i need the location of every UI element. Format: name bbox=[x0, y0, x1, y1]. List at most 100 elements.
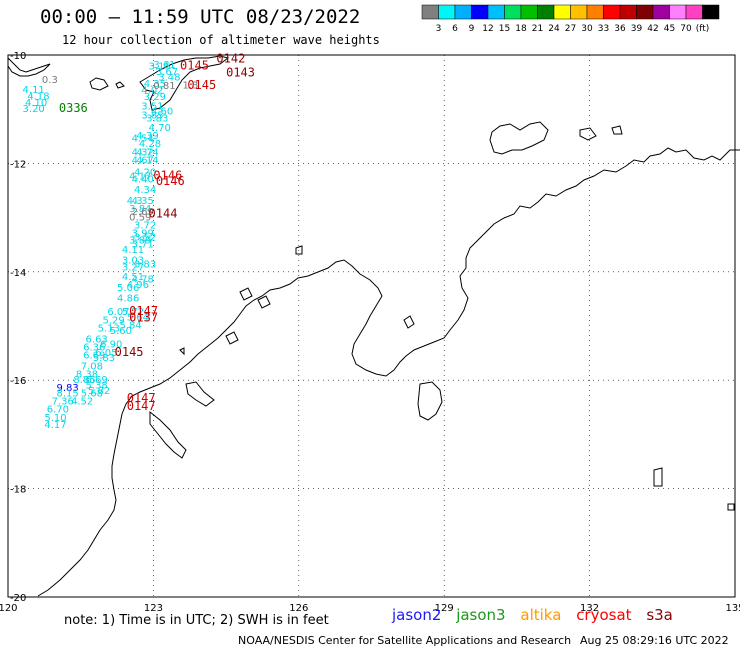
scale-label: 18 bbox=[515, 24, 527, 34]
lat-label: -12 bbox=[10, 159, 26, 170]
wave-height-value: 3.67 bbox=[156, 67, 178, 78]
wave-height-value: 3.83 bbox=[134, 259, 156, 270]
scale-swatch bbox=[438, 4, 456, 20]
scale-swatch bbox=[603, 4, 621, 20]
wave-height-value: 5.83 bbox=[93, 353, 115, 364]
pass-time-label: 0146 bbox=[156, 174, 185, 188]
satellite-pass-labels: 0142014501430145033601460146014401470137… bbox=[59, 52, 255, 413]
wave-height-value: 6.69 bbox=[86, 375, 108, 386]
scale-label: 12 bbox=[482, 24, 493, 34]
map-subtitle: 12 hour collection of altimeter wave hei… bbox=[62, 33, 380, 47]
scale-label: 33 bbox=[598, 24, 609, 34]
wave-height-value: 4.39 bbox=[136, 131, 158, 142]
map-grid: 120 123 126 129 132 135 -10 -12 -14 -16 -18 -20 bbox=[0, 51, 740, 614]
wave-height-value: 6.07 bbox=[107, 307, 129, 318]
wave-height-value: 6.05 bbox=[95, 348, 117, 359]
wave-height-value: 4.20 bbox=[134, 167, 156, 178]
wave-height-value: 5.13 bbox=[98, 323, 120, 334]
satellite-legend: jason2 jason3 altika cryosat s3a bbox=[392, 606, 683, 624]
scale-swatch bbox=[537, 4, 555, 20]
wave-height-value: 4.60 bbox=[151, 107, 173, 118]
lon-label: 135 bbox=[725, 603, 740, 614]
scale-label: 6 bbox=[452, 24, 458, 34]
pass-time-label: 0146 bbox=[153, 169, 182, 183]
wave-height-value: 4.3 bbox=[127, 196, 143, 207]
wave-height-value: 4.14 bbox=[136, 155, 158, 166]
legend-jason3: jason3 bbox=[456, 606, 506, 624]
wave-height-value: 3.89 bbox=[129, 236, 151, 247]
scale-swatch bbox=[619, 4, 637, 20]
scale-label: 3 bbox=[436, 24, 442, 34]
wave-height-value: 4.18 bbox=[27, 91, 49, 102]
scale-label: 30 bbox=[581, 24, 593, 34]
wave-height-value: 3.99 bbox=[132, 229, 154, 240]
coastline bbox=[7, 55, 740, 597]
scale-label: 42 bbox=[647, 24, 658, 34]
pass-time-label: 0145 bbox=[187, 78, 216, 92]
wave-height-observations: 3.153.613.673.484.354.020.813.291.30.34.… bbox=[23, 60, 199, 431]
map-frame bbox=[7, 54, 736, 598]
scale-swatch bbox=[702, 4, 720, 20]
lat-label: -14 bbox=[10, 268, 26, 279]
legend-cryosat: cryosat bbox=[576, 606, 632, 624]
scale-swatch bbox=[454, 4, 472, 20]
scale-label: (ft) bbox=[696, 24, 710, 34]
wave-height-value: 4.51 bbox=[122, 272, 144, 283]
wave-height-value: 4.35 bbox=[144, 79, 166, 90]
wave-height-value: 3.85 bbox=[141, 110, 163, 121]
wave-height-value: 4.10 bbox=[25, 98, 47, 109]
wave-height-value: 3.84 bbox=[129, 204, 151, 215]
wave-height-value: 8.85 bbox=[73, 375, 95, 386]
lon-label: 132 bbox=[580, 603, 599, 614]
scale-label: 9 bbox=[469, 24, 475, 34]
wave-height-value: 3.83 bbox=[146, 114, 168, 125]
wave-height-value: 9.83 bbox=[56, 383, 78, 394]
scale-swatch bbox=[504, 4, 522, 20]
wave-height-value: 6.36 bbox=[83, 342, 105, 353]
scale-label: 15 bbox=[499, 24, 510, 34]
wave-height-value: 3.72 bbox=[134, 220, 156, 231]
pass-time-label: 0336 bbox=[59, 101, 88, 115]
wave-height-value: 8.38 bbox=[76, 369, 98, 380]
wave-height-value: 1.3 bbox=[182, 81, 198, 92]
pass-time-label: 0147 bbox=[129, 304, 158, 318]
wave-height-value: 5.06 bbox=[117, 283, 139, 294]
wave-height-value: 6.90 bbox=[100, 340, 122, 351]
note-text: note: 1) Time is in UTC; 2) SWH is in fe… bbox=[64, 613, 329, 628]
wave-height-value: 6.70 bbox=[47, 405, 69, 416]
lat-label: -18 bbox=[10, 485, 26, 496]
wave-height-value: 4.11 bbox=[23, 85, 45, 96]
wave-height-value: 4.35 bbox=[132, 196, 154, 207]
scale-label: 45 bbox=[664, 24, 675, 34]
wave-height-value: 4.86 bbox=[117, 294, 139, 305]
scale-swatch bbox=[685, 4, 703, 20]
lon-label: 126 bbox=[289, 603, 308, 614]
wave-height-value: 4.40 bbox=[132, 174, 154, 185]
lat-label: -20 bbox=[10, 593, 26, 604]
wave-height-value: 4.67 bbox=[132, 155, 154, 166]
wave-height-value: 4.02 bbox=[141, 85, 163, 96]
wave-height-value: 4.28 bbox=[139, 139, 161, 150]
legend-jason2: jason2 bbox=[392, 606, 442, 624]
scale-swatch bbox=[669, 4, 687, 20]
scale-label: 24 bbox=[548, 24, 560, 34]
pass-time-label: 0137 bbox=[129, 311, 158, 325]
wave-height-value: 4.17 bbox=[44, 420, 66, 431]
scale-swatch bbox=[652, 4, 670, 20]
pass-time-label: 0147 bbox=[127, 399, 156, 413]
color-scale: 3 6 9 12 15 18 21 24 27 30 33 36 39 42 45 70 (ft) bbox=[421, 4, 720, 34]
wave-height-value: 4.52 bbox=[71, 397, 93, 408]
scale-label: 27 bbox=[565, 24, 576, 34]
wave-height-value: 4.54 bbox=[132, 134, 154, 145]
scale-swatch bbox=[586, 4, 604, 20]
wave-height-value: 4.32 bbox=[132, 147, 154, 158]
wave-height-value: 0.81 bbox=[153, 81, 175, 92]
wave-height-value: 4.34 bbox=[134, 185, 156, 196]
legend-s3a: s3a bbox=[646, 606, 673, 624]
wave-height-value: 3.29 bbox=[144, 92, 166, 103]
pass-time-label: 0145 bbox=[180, 59, 209, 73]
footer-credit: NOAA/NESDIS Center for Satellite Applica… bbox=[238, 634, 572, 647]
pass-time-label: 0143 bbox=[226, 66, 255, 80]
wave-height-value: 5.82 bbox=[88, 386, 110, 397]
